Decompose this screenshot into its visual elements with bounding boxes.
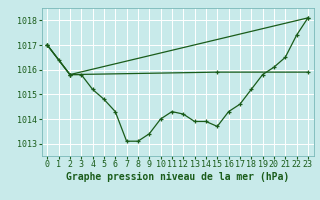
X-axis label: Graphe pression niveau de la mer (hPa): Graphe pression niveau de la mer (hPa)	[66, 172, 289, 182]
